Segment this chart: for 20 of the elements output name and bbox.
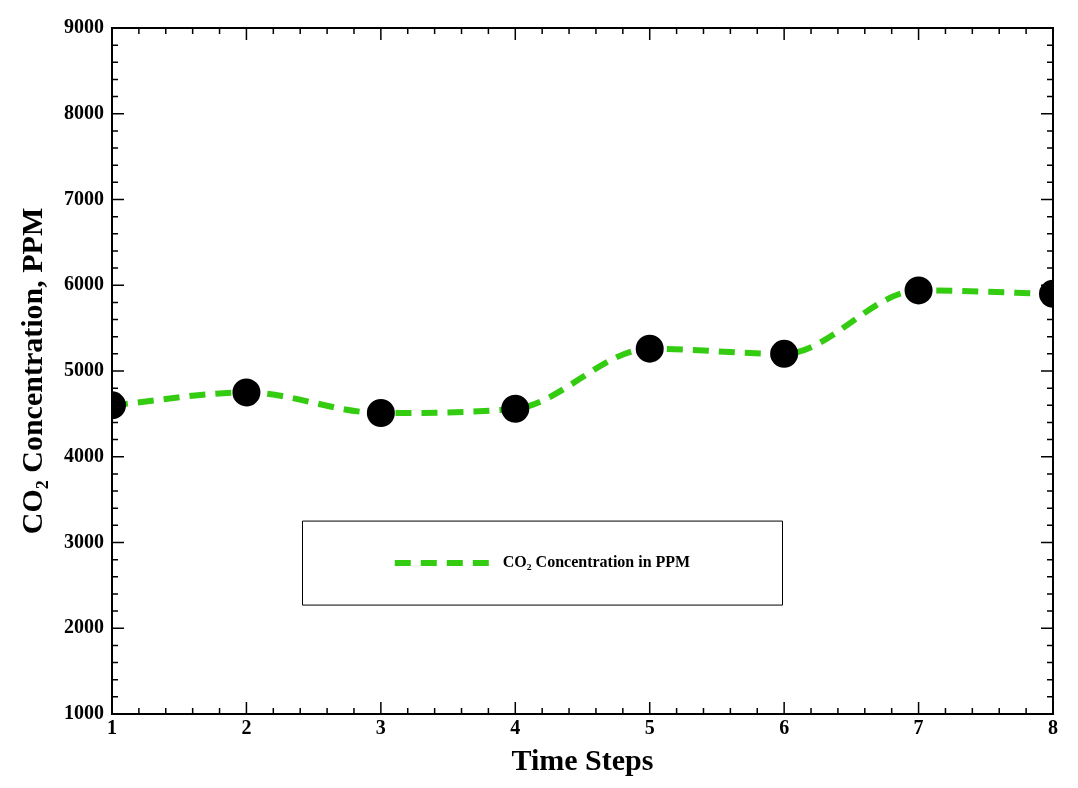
y-tick-label: 6000: [64, 272, 104, 295]
x-axis-title: Time Steps: [511, 742, 654, 776]
y-tick-label: 8000: [64, 100, 104, 123]
y-tick-label: 4000: [64, 443, 104, 466]
y-tick-label: 9000: [64, 15, 104, 38]
y-tick-label: 2000: [64, 615, 104, 638]
y-tick-label: 1000: [64, 701, 104, 724]
text: CO₂ Concentration in PPM: [502, 553, 691, 571]
y-tick-label: 5000: [64, 358, 104, 381]
x-tick-label: 5: [644, 716, 655, 739]
y-axis-title: CO₂ Concentration, PPM: [14, 207, 48, 535]
x-tick-label: 4: [510, 716, 521, 739]
x-tick-label: 1: [107, 716, 117, 739]
x-tick-label: 7: [913, 716, 924, 739]
y-tick-label: 7000: [64, 186, 104, 209]
x-tick-label: 6: [779, 716, 790, 739]
x-tick-label: 3: [375, 716, 386, 739]
x-tick-label: 2: [241, 716, 252, 739]
x-tick-label: 8: [1048, 716, 1058, 739]
y-tick-label: 3000: [64, 529, 104, 552]
